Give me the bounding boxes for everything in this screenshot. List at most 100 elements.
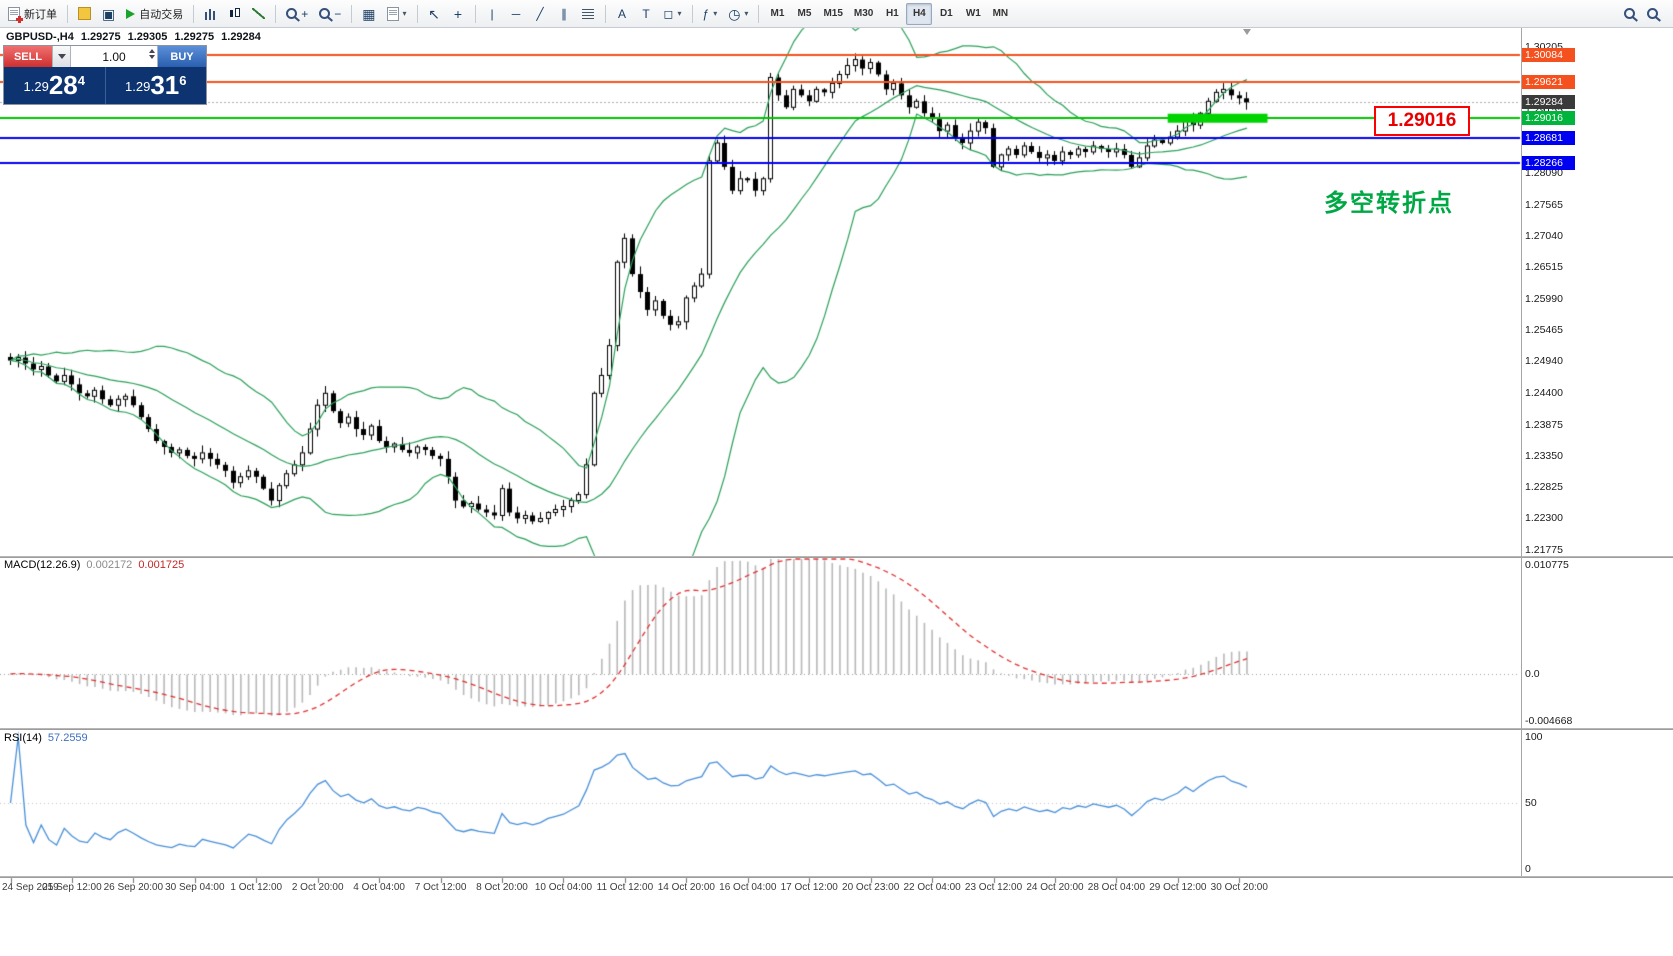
periods-button[interactable]: ◷ ▾ xyxy=(723,3,753,25)
cursor-icon: ↖ xyxy=(428,5,440,22)
metaeditor-icon xyxy=(78,7,91,20)
candlestick-chart-icon xyxy=(229,7,241,20)
time-axis-label: 25 Sep 12:00 xyxy=(42,882,102,893)
price-axis-border xyxy=(1521,28,1522,876)
horizontal-line-button[interactable]: ─ xyxy=(505,3,528,25)
new-order-label: 新订单 xyxy=(24,8,57,21)
timeframe-mn-button[interactable]: MN xyxy=(987,3,1013,25)
metaeditor-button[interactable] xyxy=(73,3,96,25)
new-order-icon xyxy=(8,6,23,23)
sell-price-display[interactable]: 1.29 28 4 xyxy=(4,67,105,104)
text-tool-button[interactable]: A xyxy=(611,3,634,25)
time-axis-label: 11 Oct 12:00 xyxy=(596,882,654,893)
timeframe-h1-button[interactable]: H1 xyxy=(879,3,905,25)
timeframe-w1-button[interactable]: W1 xyxy=(960,3,986,25)
macd-name: MACD(12.26.9) xyxy=(4,559,81,571)
autotrading-button[interactable]: 自动交易 xyxy=(121,3,188,25)
time-axis-label: 10 Oct 04:00 xyxy=(534,882,593,893)
buy-price-head: 1.29 xyxy=(125,79,151,94)
close-value: 1.29284 xyxy=(221,31,261,43)
rsi-name: RSI(14) xyxy=(4,732,42,744)
time-axis-label: 23 Oct 12:00 xyxy=(964,882,1023,893)
channel-icon: ∥ xyxy=(561,6,568,21)
time-axis-label: 24 Sep 2019 xyxy=(2,882,59,893)
cursor-button[interactable]: ↖ xyxy=(423,3,446,25)
rsi-axis-tick: 100 xyxy=(1525,731,1543,743)
level-callout-box[interactable]: 1.29016 xyxy=(1374,106,1470,136)
crosshair-button[interactable]: + xyxy=(447,3,470,25)
search-button[interactable] xyxy=(1618,3,1641,25)
terminal-button[interactable]: ▣ xyxy=(97,3,120,25)
new-order-button[interactable]: 新订单 xyxy=(3,3,62,25)
trendline-button[interactable]: ╱ xyxy=(529,3,552,25)
one-click-trading-panel: SELL 1.00 BUY 1.29 28 4 1.29 31 6 xyxy=(4,46,206,104)
new-chart-button[interactable]: ▾ xyxy=(382,3,412,25)
label-tool-button[interactable]: T xyxy=(635,3,658,25)
bar-chart-button[interactable] xyxy=(199,3,222,25)
time-axis-label: 1 Oct 12:00 xyxy=(230,882,283,893)
magnifier-button[interactable] xyxy=(1641,3,1664,25)
search-icon xyxy=(1624,8,1635,19)
buy-button[interactable]: BUY xyxy=(158,46,206,67)
time-axis[interactable]: 24 Sep 2019 25 Sep 12:00 26 Sep 20:00 30 Se… xyxy=(0,878,1520,896)
buy-price-display[interactable]: 1.29 31 6 xyxy=(104,67,207,104)
candlestick-chart-button[interactable] xyxy=(223,3,246,25)
trendline-icon: ╱ xyxy=(536,6,544,21)
price-axis-tick: 1.22300 xyxy=(1525,512,1563,525)
toolbar-separator xyxy=(351,4,353,23)
open-value: 1.29275 xyxy=(80,31,121,43)
panel-separator-rsi[interactable] xyxy=(0,728,1673,730)
bar-chart-icon xyxy=(204,7,217,20)
autotrading-label: 自动交易 xyxy=(139,8,184,21)
line-chart-button[interactable] xyxy=(247,3,270,25)
chart-shift-marker[interactable] xyxy=(1243,29,1251,35)
volume-input[interactable]: 1.00 xyxy=(70,46,158,67)
price-axis-tick: 1.27565 xyxy=(1525,198,1563,211)
price-axis-tick: 1.24940 xyxy=(1525,355,1563,368)
tile-windows-button[interactable]: ▦ xyxy=(357,3,380,25)
high-value: 1.29305 xyxy=(127,31,168,43)
fibonacci-button[interactable] xyxy=(577,3,600,25)
rsi-value: 57.2559 xyxy=(47,732,88,744)
price-line-label: 1.28266 xyxy=(1522,155,1575,170)
zoom-in-button[interactable]: + xyxy=(281,3,313,25)
timeframe-h4-button[interactable]: H4 xyxy=(906,2,933,25)
vertical-line-button[interactable]: | xyxy=(481,3,504,25)
panel-separator-timeaxis[interactable] xyxy=(0,876,1673,878)
timeframe-m1-button[interactable]: M1 xyxy=(764,3,790,25)
timeframe-m5-button[interactable]: M5 xyxy=(791,3,817,25)
timeframe-m15-button[interactable]: M15 xyxy=(818,3,847,25)
time-axis-label: 22 Oct 04:00 xyxy=(903,882,961,893)
timeframe-m30-button[interactable]: M30 xyxy=(849,3,878,25)
price-axis[interactable]: 1.302051.296801.291551.286301.280901.275… xyxy=(1521,28,1673,876)
indicators-button[interactable]: ƒ ▾ xyxy=(698,3,723,25)
chevron-down-icon: ▾ xyxy=(402,9,407,18)
sell-button[interactable]: SELL xyxy=(4,46,52,67)
new-chart-icon xyxy=(386,6,399,21)
timeframe-d1-button[interactable]: D1 xyxy=(933,3,959,25)
minus-icon: − xyxy=(334,6,342,21)
shapes-button[interactable]: ◻ ▾ xyxy=(659,3,687,25)
clock-icon: ◷ xyxy=(728,5,741,22)
plus-icon: + xyxy=(301,6,309,21)
volume-dropdown-button[interactable] xyxy=(52,46,70,67)
chevron-down-icon xyxy=(57,54,66,59)
channel-button[interactable]: ∥ xyxy=(553,3,576,25)
macd-signal-value: 0.001725 xyxy=(138,559,185,571)
price-axis-tick: 1.25465 xyxy=(1525,323,1563,336)
zoom-out-button[interactable]: − xyxy=(314,3,346,25)
symbol-period-label: GBPUSD-,H4 xyxy=(6,31,74,43)
price-line-label: 1.30084 xyxy=(1522,47,1575,62)
time-axis-label: 20 Oct 23:00 xyxy=(842,882,900,893)
panel-separator-macd[interactable] xyxy=(0,556,1673,558)
toolbar-right-group xyxy=(1618,3,1664,25)
macd-axis-tick: -0.004668 xyxy=(1525,715,1573,727)
time-axis-label: 8 Oct 20:00 xyxy=(476,882,528,893)
price-axis-tick: 1.22825 xyxy=(1525,481,1563,494)
indicator-function-icon: ƒ xyxy=(702,6,710,21)
volume-stepper[interactable] xyxy=(149,49,155,59)
line-chart-icon xyxy=(252,8,266,19)
toolbar-separator xyxy=(604,4,606,23)
